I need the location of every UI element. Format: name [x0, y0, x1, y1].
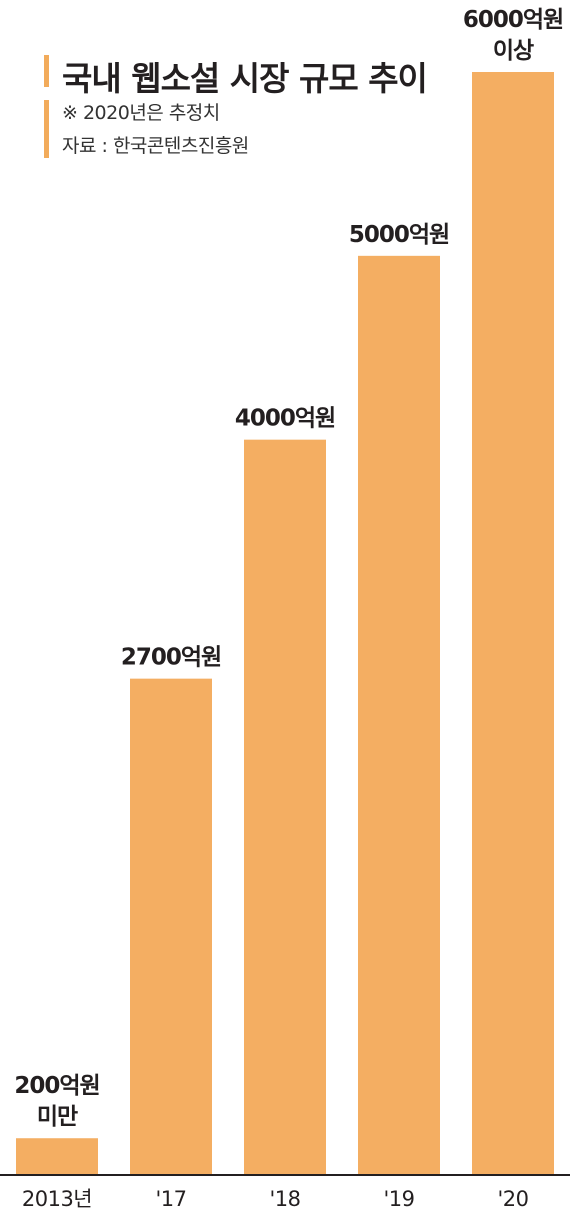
bar-0	[16, 1138, 98, 1175]
data-label-1: 2700억원	[121, 645, 221, 671]
bar-4	[472, 72, 554, 1175]
source-note: 자료 : 한국콘텐츠진흥원	[62, 135, 249, 157]
bar-2	[244, 439, 326, 1176]
title-accent-bar	[44, 55, 49, 87]
chart-title: 국내 웹소설 시장 규모 추이	[62, 59, 428, 98]
x-tick-label-1: '17	[156, 1187, 187, 1211]
estimate-note: ※ 2020년은 추정치	[62, 102, 220, 124]
bar-1	[130, 678, 212, 1175]
data-label-4: 6000억원	[463, 7, 563, 33]
data-label-0: 200억원	[14, 1073, 99, 1099]
x-tick-label-3: '19	[384, 1187, 415, 1211]
data-label-3: 5000억원	[349, 222, 449, 248]
data-label-2: 4000억원	[235, 406, 335, 432]
note-accent-bar	[44, 100, 49, 158]
data-label-0-line2: 미만	[37, 1104, 78, 1130]
data-label-4-line2: 이상	[493, 38, 534, 64]
x-tick-label-0: 2013년	[22, 1187, 92, 1211]
bar-3	[358, 255, 440, 1176]
x-tick-label-2: '18	[270, 1187, 301, 1211]
x-tick-label-4: '20	[498, 1187, 529, 1211]
